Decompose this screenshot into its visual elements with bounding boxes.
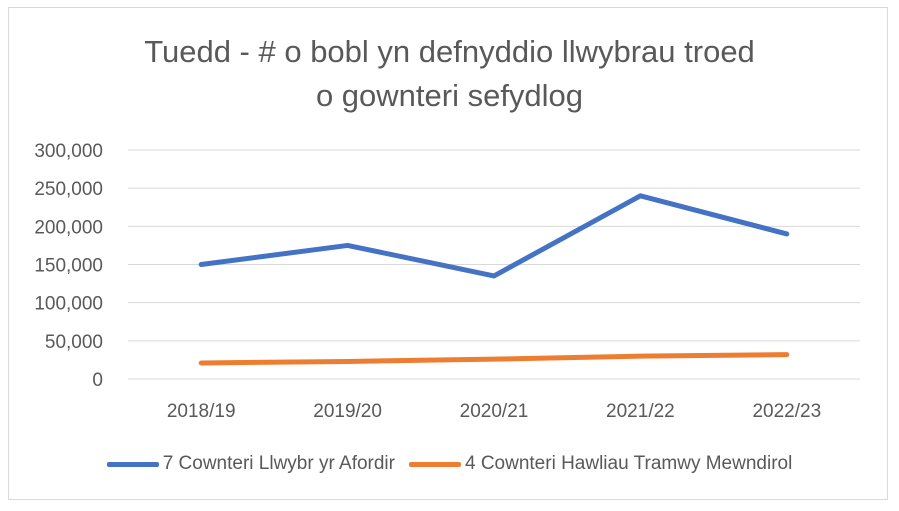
x-tick-label: 2020/21	[460, 401, 529, 422]
series-line-2	[198, 352, 790, 366]
legend-item-inland-rights-of-way: 4 Cownteri Hawliau Tramwy Mewndirol	[408, 453, 793, 475]
x-tick-label: 2022/23	[752, 401, 821, 422]
series-lines	[198, 193, 790, 366]
x-tick-label: 2021/22	[606, 401, 675, 422]
chart-title-line-1: Tuedd - # o bobl yn defnyddio llwybrau t…	[144, 34, 755, 69]
y-tick-label: 150,000	[34, 256, 103, 277]
y-tick-label: 300,000	[34, 141, 103, 162]
legend-label-coast-path: 7 Cownteri Llwybr yr Afordir	[162, 453, 395, 474]
y-tick-label: 100,000	[34, 294, 103, 315]
chart-title-line-2: o gownteri sefydlog	[315, 78, 584, 113]
y-axis-tick-labels: 0 50,000 100,000 150,000 200,000 250,000 300,0…	[34, 141, 103, 391]
gridlines	[128, 149, 860, 380]
y-tick-label: 250,000	[34, 179, 103, 200]
y-tick-label: 0	[92, 370, 103, 391]
series-line-1	[198, 193, 790, 279]
x-tick-label: 2019/20	[313, 401, 382, 422]
legend-swatch-coast-path	[106, 461, 159, 467]
legend-label-inland-rights-of-way: 4 Cownteri Hawliau Tramwy Mewndirol	[464, 453, 793, 474]
x-tick-label: 2018/19	[167, 401, 236, 422]
y-tick-label: 200,000	[34, 217, 103, 238]
chart-frame	[8, 7, 888, 500]
y-tick-label: 50,000	[45, 332, 103, 353]
x-axis-tick-labels: 2018/19 2019/20 2020/21 2021/22 2022/23	[167, 401, 821, 422]
legend-item-coast-path: 7 Cownteri Llwybr yr Afordir	[106, 453, 395, 475]
legend-swatch-inland-rights-of-way	[408, 461, 461, 467]
chart-title: Tuedd - # o bobl yn defnyddio llwybrau t…	[0, 30, 899, 118]
legend: 7 Cownteri Llwybr yr Afordir 4 Cownteri …	[0, 450, 899, 478]
